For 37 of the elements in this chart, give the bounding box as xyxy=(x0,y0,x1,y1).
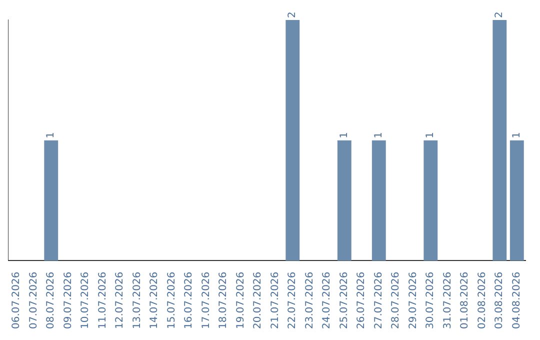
x-tick-label: 19.07.2026 xyxy=(235,272,246,330)
x-tick-label: 12.07.2026 xyxy=(114,272,126,330)
x-tick-label: 07.07.2026 xyxy=(28,272,40,330)
x-tick-label: 06.07.2026 xyxy=(11,272,22,330)
x-tick-label: 21.07.2026 xyxy=(270,272,281,330)
x-tick-label: 02.08.2026 xyxy=(476,272,488,330)
x-tick-label: 13.07.2026 xyxy=(132,272,143,330)
data-label: 1 xyxy=(373,132,384,138)
x-tick-label: 31.07.2026 xyxy=(442,272,454,330)
x-tick-label: 23.07.2026 xyxy=(304,272,316,330)
x-tick-label: 29.07.2026 xyxy=(408,272,419,330)
x-tick-label: 18.07.2026 xyxy=(218,272,230,330)
x-tick-label: 25.07.2026 xyxy=(338,272,350,330)
x-tick-label: 16.07.2026 xyxy=(184,272,195,330)
x-tick-label: 24.07.2026 xyxy=(322,272,333,330)
x-tick-label: 30.07.2026 xyxy=(425,272,436,330)
data-label: 1 xyxy=(46,132,57,138)
data-label: 1 xyxy=(425,132,436,138)
x-tick-label: 03.08.2026 xyxy=(494,272,506,330)
data-label: 1 xyxy=(511,132,522,138)
x-tick-label: 08.07.2026 xyxy=(46,272,57,330)
x-tick-label: 14.07.2026 xyxy=(149,272,160,330)
x-tick-label: 27.07.2026 xyxy=(373,272,384,330)
x-tick-label: 10.07.2026 xyxy=(80,272,92,330)
data-label: 1 xyxy=(338,132,350,138)
data-label: 2 xyxy=(494,12,506,18)
x-tick-label: 22.07.2026 xyxy=(287,272,298,330)
x-tick-label: 17.07.2026 xyxy=(200,272,212,330)
x-tick-label: 01.08.2026 xyxy=(460,272,471,330)
x-tick-label: 11.07.2026 xyxy=(97,272,108,330)
x-tick-label: 04.08.2026 xyxy=(511,272,522,330)
x-tick-label: 20.07.2026 xyxy=(252,272,264,330)
x-tick-label: 28.07.2026 xyxy=(390,272,402,330)
x-tick-label: 09.07.2026 xyxy=(62,272,74,330)
x-tick-label: 26.07.2026 xyxy=(356,272,368,330)
data-label: 2 xyxy=(287,12,298,18)
x-tick-label: 15.07.2026 xyxy=(166,272,178,330)
